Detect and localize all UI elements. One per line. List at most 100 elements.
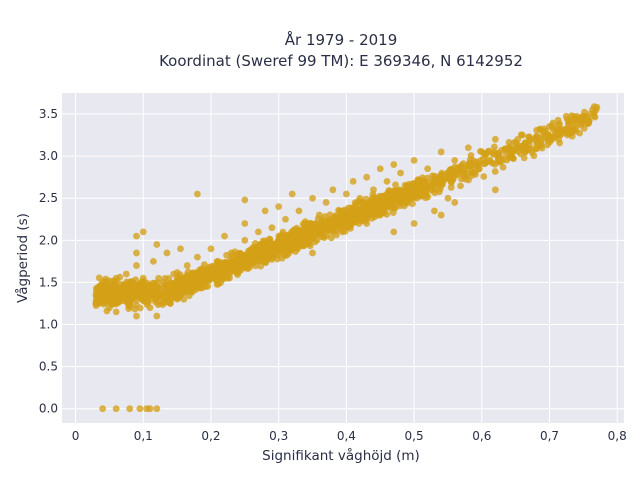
data-point (467, 152, 475, 159)
x-tick-label: 0,3 (269, 429, 288, 443)
data-point (205, 263, 213, 271)
data-point (133, 262, 140, 269)
data-point (155, 284, 162, 292)
data-point (530, 152, 538, 160)
data-point (322, 199, 330, 206)
x-tick-label: 0,7 (540, 429, 559, 443)
data-point (392, 194, 400, 201)
data-point (114, 297, 121, 305)
data-point (238, 252, 246, 260)
data-point (349, 177, 357, 185)
data-point (329, 186, 337, 194)
data-point (213, 276, 221, 283)
data-point (309, 194, 316, 202)
data-point (323, 225, 331, 233)
data-point (410, 220, 418, 227)
x-tick-label: 0,1 (134, 429, 153, 443)
data-point (566, 123, 574, 131)
data-point (480, 173, 488, 180)
data-point (183, 262, 191, 269)
data-point (495, 158, 503, 166)
y-tick-label: 2.5 (39, 191, 58, 205)
data-point (422, 191, 430, 199)
data-point (554, 116, 562, 124)
data-point (133, 249, 140, 257)
data-point (580, 124, 588, 132)
data-point (409, 200, 416, 208)
y-tick-label: 2.0 (39, 233, 58, 247)
data-point (153, 312, 161, 320)
data-point (481, 152, 489, 160)
data-point (491, 168, 499, 175)
data-point (114, 287, 122, 295)
data-point (268, 224, 276, 232)
data-point (390, 228, 398, 236)
data-point (270, 242, 278, 250)
x-tick-label: 0,4 (337, 429, 356, 443)
data-point (132, 276, 140, 284)
data-point (391, 187, 399, 195)
data-point (266, 235, 274, 243)
data-point (237, 266, 245, 274)
data-point (397, 169, 404, 177)
data-point (437, 172, 445, 179)
y-tick-label: 3.5 (39, 107, 58, 121)
y-tick-label: 1.0 (39, 318, 58, 332)
data-point (431, 207, 438, 215)
data-point (509, 147, 517, 155)
y-tick-labels: 0.0 0.5 1.0 1.5 2.0 2.5 3.0 3.5 (39, 107, 58, 416)
data-point (194, 253, 201, 261)
data-point (498, 146, 505, 154)
data-point (387, 204, 395, 212)
data-point (424, 165, 432, 173)
data-point (208, 270, 215, 278)
data-point (319, 229, 327, 237)
data-point (290, 226, 298, 234)
data-point (331, 216, 339, 224)
data-point (111, 279, 118, 287)
data-point (338, 207, 346, 215)
data-point (133, 232, 140, 240)
data-point (525, 133, 533, 141)
data-point (584, 113, 592, 121)
data-point (226, 265, 233, 273)
data-point (361, 209, 369, 217)
data-point (228, 254, 236, 262)
x-tick-label: 0,8 (608, 429, 627, 443)
data-point (136, 304, 144, 312)
data-point (373, 204, 380, 212)
data-point (476, 157, 484, 165)
data-point (338, 227, 346, 234)
data-point (490, 143, 498, 151)
data-point (219, 276, 227, 283)
data-point (161, 274, 169, 282)
data-point (437, 211, 445, 219)
data-point (273, 251, 281, 259)
data-point (499, 163, 507, 171)
data-point (150, 257, 157, 265)
data-point (380, 193, 388, 201)
data-point (250, 255, 258, 263)
data-point (406, 188, 414, 196)
data-point (350, 209, 357, 217)
data-point (465, 176, 472, 184)
x-tick-label: 0 (72, 429, 80, 443)
data-point (311, 220, 318, 228)
data-point (453, 170, 461, 178)
data-point (566, 129, 574, 137)
data-point (156, 299, 163, 307)
data-point (517, 150, 524, 158)
data-point (261, 241, 269, 249)
data-point (112, 308, 120, 316)
data-point (97, 296, 105, 303)
data-point (190, 286, 197, 294)
data-point (590, 112, 598, 120)
data-point (374, 197, 382, 204)
data-point (446, 167, 454, 175)
data-point (168, 288, 175, 296)
data-point (223, 251, 230, 259)
data-point (288, 190, 296, 198)
data-point (153, 405, 161, 413)
data-point (490, 148, 498, 156)
